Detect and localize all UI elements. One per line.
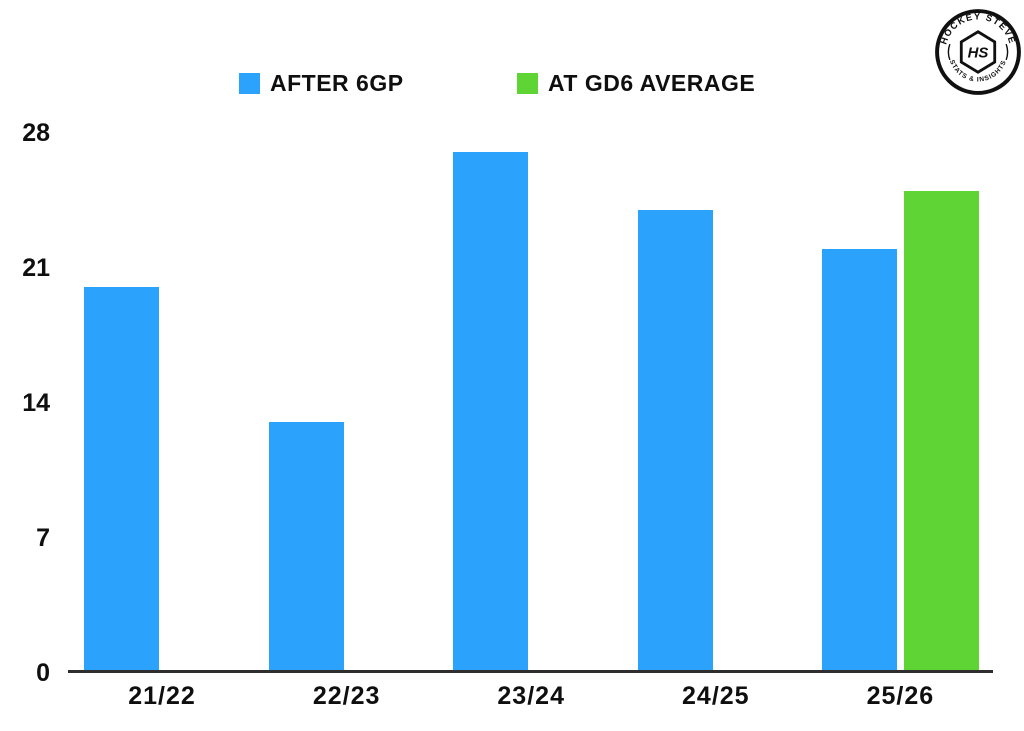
logo-right-paren-arc	[1005, 43, 1009, 61]
logo-left-paren-arc	[947, 43, 951, 61]
bar-after-6gp-25-26	[822, 248, 898, 673]
legend-label-at-gd6-average: AT GD6 AVERAGE	[548, 70, 756, 96]
legend-label-after-6gp: AFTER 6GP	[270, 70, 404, 96]
hockey-steve-logo: HOCKEY STEVE STATS & INSIGHTS HS	[935, 9, 1021, 95]
x-tick-label: 25/26	[866, 682, 935, 710]
bar-after-6gp-23-24	[453, 152, 529, 673]
y-tick-label: 0	[36, 659, 50, 687]
legend-swatch-blue	[239, 73, 260, 94]
y-tick-label: 14	[22, 389, 50, 417]
bar-at-gd6-average-25-26	[904, 190, 979, 673]
logo-hexagon	[959, 30, 997, 74]
legend-swatch-green	[517, 73, 538, 94]
x-axis-line	[68, 670, 993, 673]
y-tick-label: 7	[36, 524, 50, 552]
legend-item-at-gd6-average: AT GD6 AVERAGE	[517, 70, 755, 97]
x-tick-label: 24/25	[682, 682, 750, 710]
logo-monogram: HS	[968, 45, 989, 62]
legend-item-after-6gp: AFTER 6GP	[239, 70, 404, 97]
logo-outer-ring	[935, 9, 1021, 95]
bar-after-6gp-24-25	[637, 210, 713, 673]
bar-after-6gp-22-23	[268, 422, 344, 673]
bar-after-6gp-21-22	[84, 287, 159, 673]
x-tick-label: 23/24	[497, 682, 565, 710]
y-tick-label: 21	[22, 254, 50, 282]
x-tick-label: 21/22	[128, 682, 196, 710]
y-tick-label: 28	[22, 119, 50, 147]
x-tick-label: 22/23	[312, 682, 381, 710]
